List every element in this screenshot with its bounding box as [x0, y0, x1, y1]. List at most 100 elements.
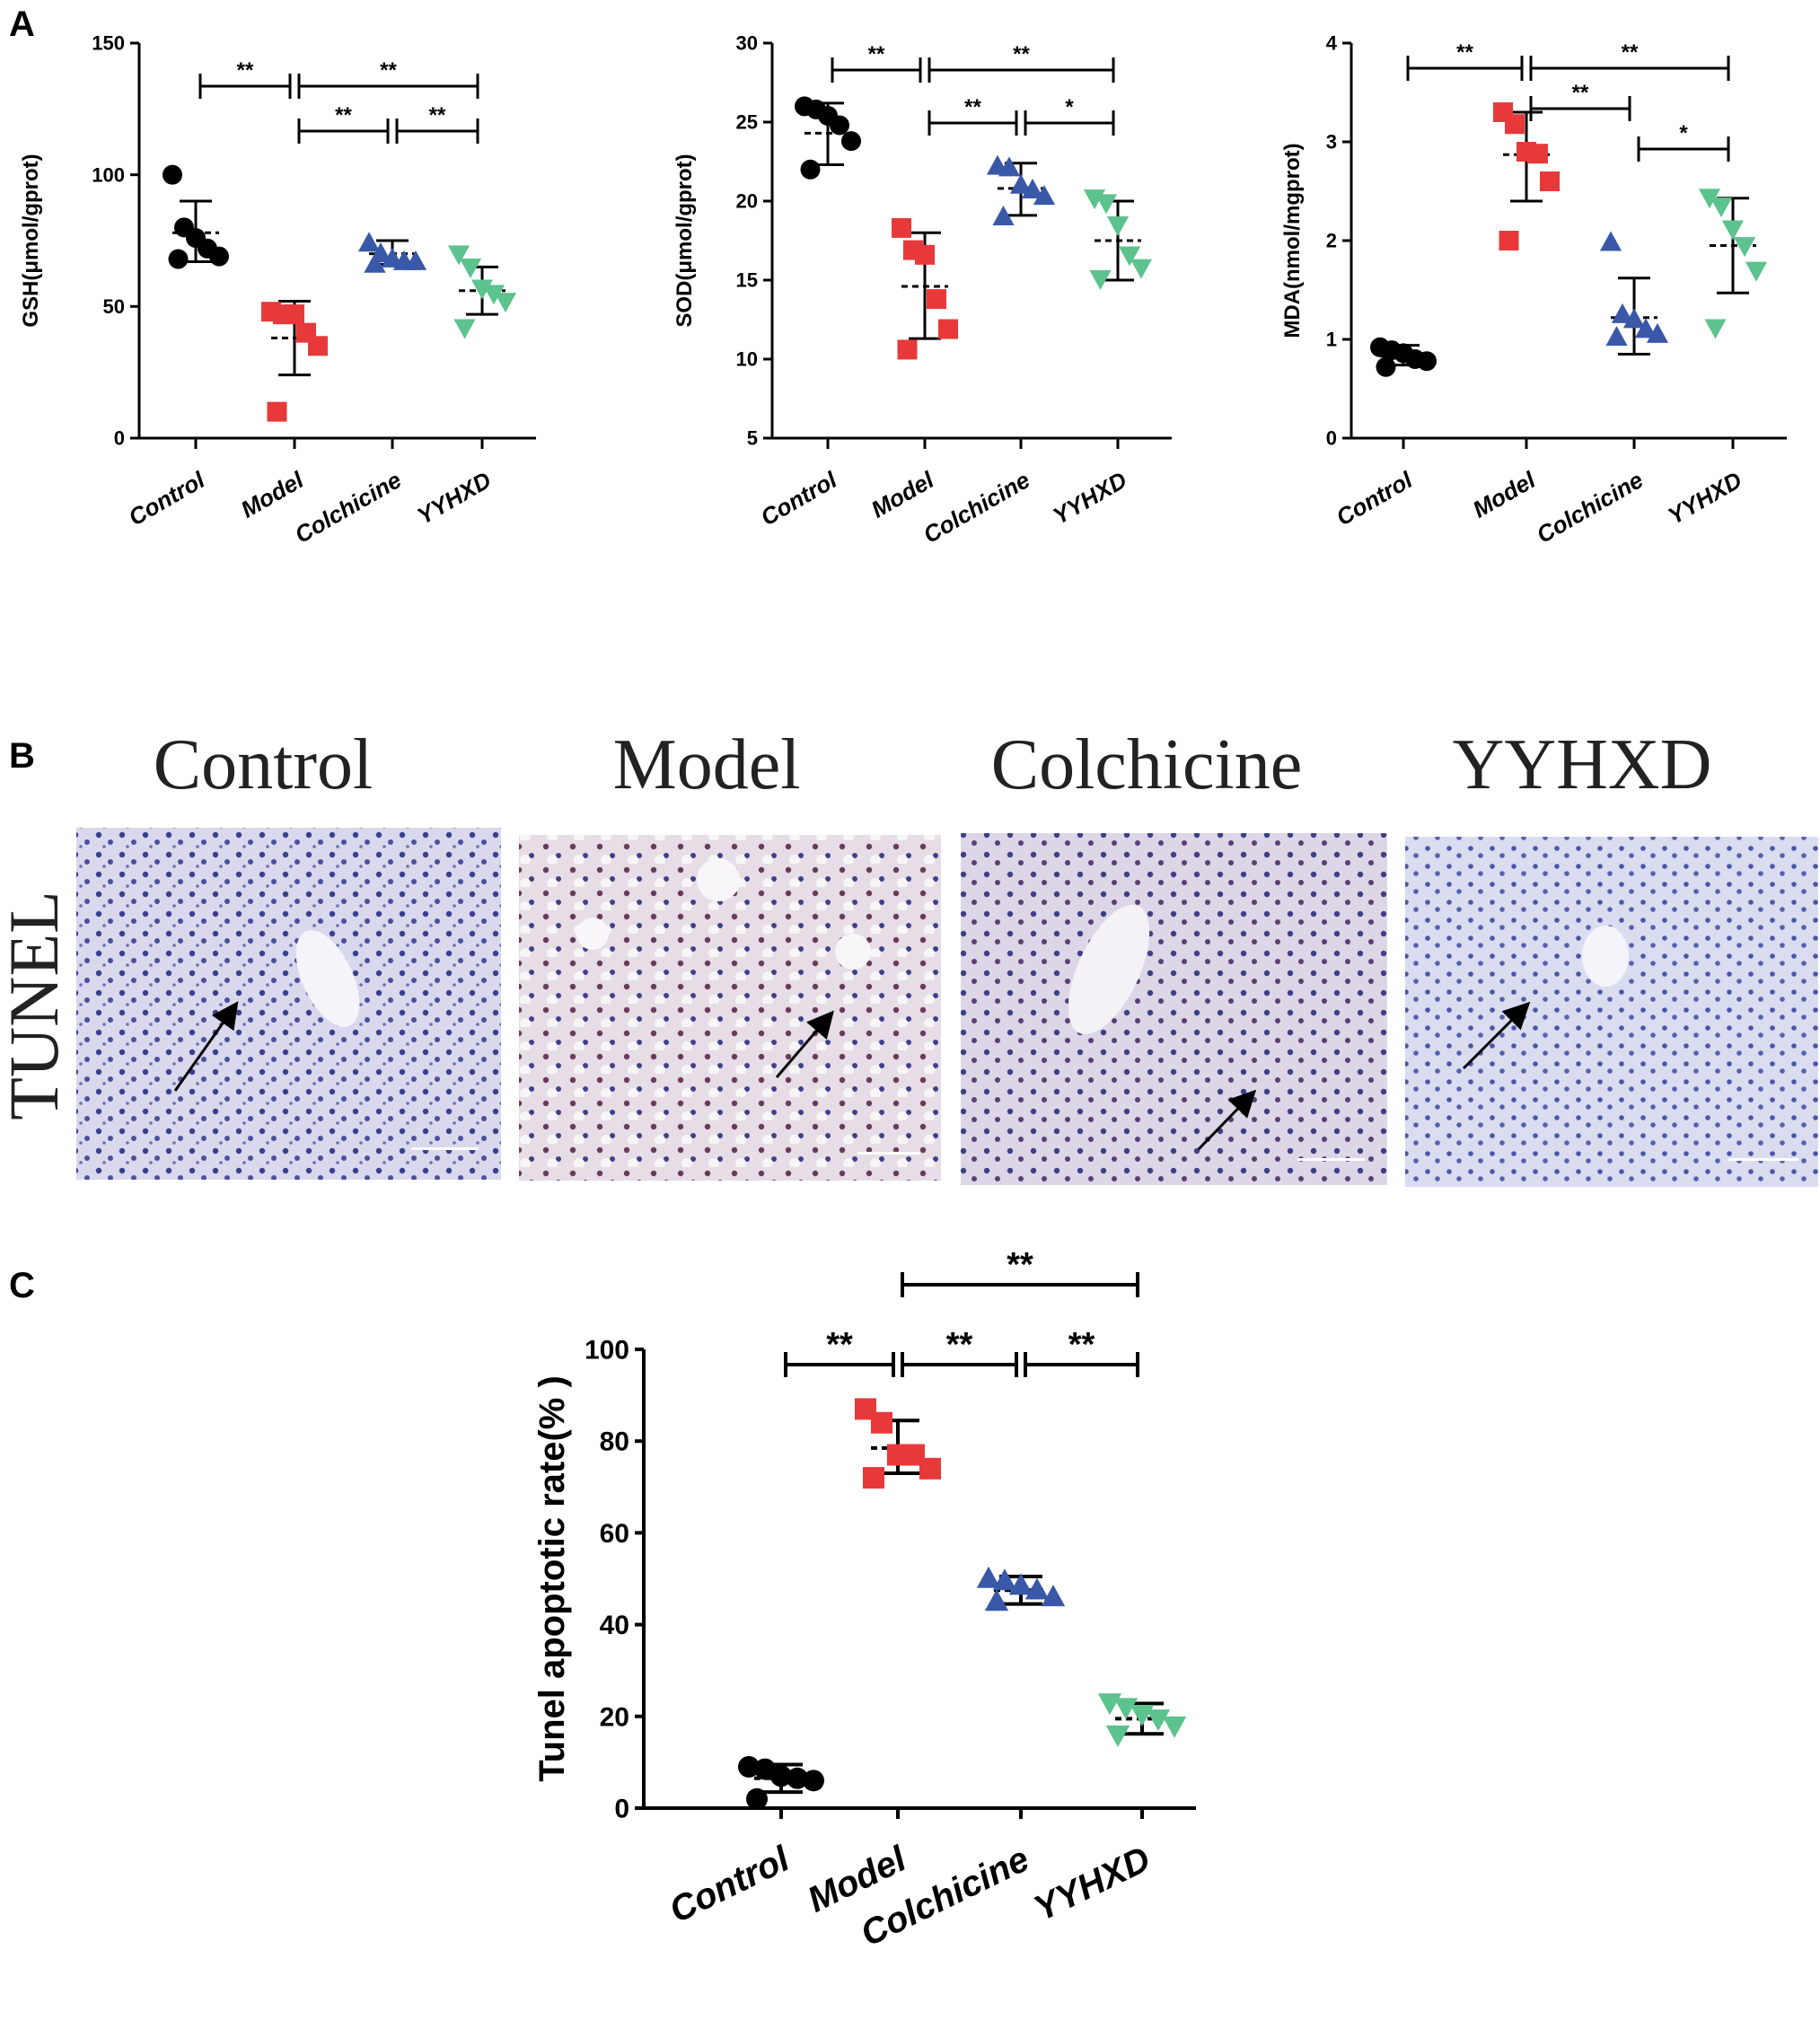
- micrograph-control: [76, 828, 501, 1180]
- tunel-y-tick-label: 60: [600, 1519, 629, 1549]
- tunel-point: [746, 1787, 768, 1810]
- gsh-point: [364, 252, 386, 273]
- gsh-point: [308, 336, 328, 356]
- tunel-significance-bracket: **: [901, 1246, 1139, 1297]
- sod-significance-bracket: **: [928, 42, 1115, 83]
- histology-header-colchicine: Colchicine: [991, 725, 1303, 804]
- sod-series-control: [795, 96, 861, 180]
- sod-category-label: YYHXD: [1048, 466, 1131, 530]
- mda-series-yyhxd: [1698, 189, 1768, 339]
- gsh-point: [459, 258, 482, 278]
- gsh-point: [482, 285, 506, 305]
- tunel-chart: 0 20 40 60 80 100 Tunel apoptotic rate(% ) Cont…: [532, 1246, 1196, 1954]
- sod-point: [1033, 185, 1056, 206]
- tunel-series-yyhxd: [1097, 1693, 1187, 1748]
- mda-point: [1721, 220, 1745, 241]
- sod-chart: 5 10 15 20 25 30 SOD(μmol/gprot) Control ModelCo…: [673, 32, 1172, 549]
- tunel-category-label: YYHXD: [1028, 1840, 1156, 1929]
- mda-chart: 0 1 2 3 4 MDA(nmol/mgprot) Control ModelColchic…: [1280, 32, 1787, 549]
- gsh-point: [404, 250, 427, 270]
- histology-header-yyhxd: YYHXD: [1453, 725, 1712, 804]
- mda-point: [1540, 171, 1560, 191]
- gsh-category-label: YYHXD: [412, 466, 496, 530]
- sod-category-label: Colchicine: [919, 466, 1034, 549]
- sod-significance-bracket: *: [1024, 95, 1115, 136]
- gsh-y-tick-label: 50: [103, 295, 125, 318]
- mda-point: [1499, 231, 1519, 250]
- gsh-category-label: Control: [124, 466, 210, 531]
- gsh-point: [357, 232, 381, 252]
- mda-category-label: Model: [1468, 466, 1541, 523]
- gsh-significance-bracket: **: [198, 58, 292, 99]
- micrograph-yyhxd: [1405, 837, 1818, 1187]
- tunel-y-tick-label: 0: [614, 1795, 629, 1824]
- tunel-series-colchicine: [976, 1566, 1066, 1612]
- gsh-significance-bracket: **: [297, 103, 390, 144]
- mda-point: [1634, 318, 1657, 338]
- mda-point: [1710, 198, 1733, 218]
- mda-point: [1417, 351, 1437, 372]
- sod-series-yyhxd: [1083, 189, 1153, 290]
- mda-category-label: Colchicine: [1532, 466, 1648, 549]
- histology-panel: Control Model Colchicine YYHXD TUNEL: [0, 725, 1818, 1187]
- sod-point: [800, 159, 821, 180]
- tunel-point: [984, 1589, 1009, 1612]
- mda-point: [1605, 326, 1628, 347]
- sod-y-tick-label: 30: [736, 32, 758, 55]
- tunel-y-tick-label: 80: [600, 1427, 629, 1457]
- tunel-point: [787, 1767, 808, 1789]
- sod-point: [1021, 179, 1044, 199]
- mda-point: [1611, 303, 1634, 323]
- gsh-category-label: Model: [236, 466, 309, 523]
- tunel-point: [1105, 1726, 1130, 1748]
- tunel-y-tick-label: 40: [600, 1611, 629, 1640]
- gsh-significance-label: **: [429, 103, 446, 127]
- sod-point: [915, 244, 935, 265]
- mda-significance-label: **: [1572, 81, 1589, 105]
- tunel-point: [871, 1411, 892, 1434]
- tunel-significance-label: **: [1068, 1326, 1095, 1364]
- sod-category-label: Control: [756, 466, 842, 531]
- mda-significance-label: **: [1456, 40, 1473, 65]
- sod-point: [927, 289, 946, 310]
- mda-significance-label: **: [1622, 40, 1639, 65]
- sod-series-model: [892, 217, 958, 360]
- tunel-point: [1146, 1709, 1171, 1732]
- mda-point: [1599, 231, 1622, 251]
- mda-series-model: [1493, 102, 1560, 250]
- gsh-significance-label: **: [237, 58, 254, 83]
- mda-y-tick-label: 1: [1326, 329, 1337, 351]
- sod-point: [892, 217, 911, 238]
- sod-point: [1009, 173, 1033, 194]
- gsh-category-label: Colchicine: [290, 466, 406, 549]
- panel-label-a: A: [9, 4, 35, 44]
- tunel-point: [754, 1758, 776, 1780]
- tunel-point: [738, 1756, 760, 1778]
- tunel-point: [1024, 1577, 1050, 1600]
- gsh-significance-bracket: **: [395, 103, 479, 144]
- sod-y-axis-title: SOD(μmol/gprot): [673, 154, 697, 327]
- gsh-y-tick-label: 0: [114, 427, 125, 450]
- mda-y-tick-label: 4: [1326, 32, 1338, 55]
- mda-point: [1646, 322, 1669, 343]
- gsh-point: [453, 319, 476, 339]
- tunel-significance-label: **: [946, 1326, 973, 1364]
- mda-significance-bracket: **: [1529, 40, 1730, 81]
- tunel-significance-bracket: **: [1024, 1326, 1139, 1377]
- sod-significance-label: *: [1065, 95, 1074, 119]
- sod-significance-bracket: **: [831, 42, 922, 83]
- sod-point: [992, 205, 1015, 225]
- tunel-point: [1041, 1585, 1066, 1607]
- sod-y-tick-label: 25: [736, 111, 758, 134]
- mda-series-control: [1370, 337, 1437, 377]
- gsh-series-colchicine: [357, 232, 427, 273]
- tunel-series-control: [738, 1756, 824, 1810]
- tunel-significance-label: **: [826, 1326, 853, 1364]
- mda-point: [1745, 261, 1768, 282]
- sod-point: [1130, 259, 1153, 279]
- tunel-point: [770, 1765, 792, 1787]
- sod-y-tick-label: 15: [736, 269, 758, 292]
- mda-significance-bracket: **: [1406, 40, 1524, 81]
- micrograph-colchicine: [961, 833, 1387, 1185]
